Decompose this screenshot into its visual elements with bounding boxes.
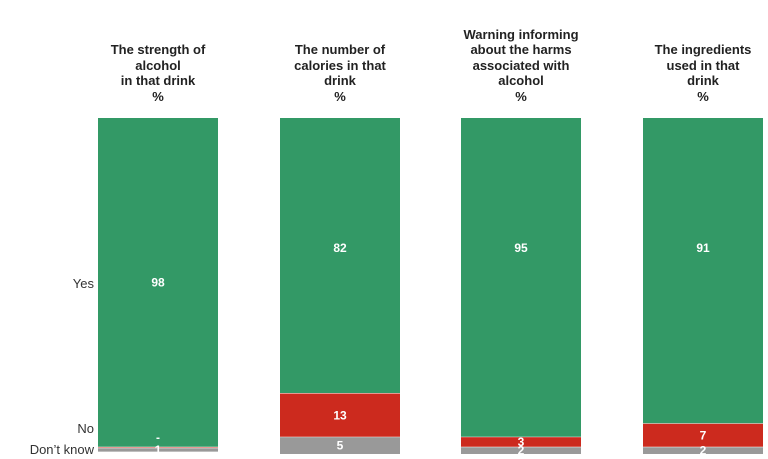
bar-segment-no-4 [643,423,763,448]
data-label-don-t-know-2: 5 [337,439,344,453]
bar-segment-yes-3 [461,118,581,438]
data-label-no-1: - [156,430,160,444]
column-header-line: used in that [666,57,740,73]
row-label-2: No [77,421,94,436]
column-header-line: % [697,88,709,104]
bar-segment-yes-2 [280,118,400,394]
bar-segment-yes-4 [643,118,763,424]
bar-segment-don-t-know-4 [643,447,763,454]
row-label-3: Don’t know [29,442,94,457]
column-header-line: % [515,88,527,104]
bar-segment-yes-1 [98,118,218,448]
bar-segment-no-1 [98,447,218,449]
data-label-no-4: 7 [700,429,707,443]
column-header-line: The strength of [110,42,206,57]
data-label-yes-4: 91 [696,241,710,255]
column-header-line: The ingredients [654,42,752,57]
column-header-line: in that drink [120,73,196,88]
column-header-line: drink [687,73,719,88]
data-label-yes-2: 82 [333,241,347,255]
bar-segment-no-3 [461,437,581,448]
data-label-no-3: 3 [518,435,525,449]
column-header-2: The number of calories in that drink% [265,8,415,104]
column-header-line: drink [324,73,356,88]
column-header-line: about the harms [470,42,572,57]
column-header-line: % [152,88,164,104]
bar-segment-don-t-know-2 [280,437,400,454]
bar-segment-don-t-know-3 [461,447,581,454]
column-header-4: The ingredients used in that drink% [628,8,768,104]
bar-segment-don-t-know-1 [98,448,218,452]
data-label-don-t-know-3: 2 [518,444,525,458]
column-header-line: alcohol [135,57,181,73]
bar-segment-no-2 [280,393,400,438]
column-header-3: Warning informing about the harms associat… [446,8,596,104]
column-header-1: The strength of alcohol in that drink% [83,8,233,104]
column-header-line: % [334,88,346,104]
row-label-1: Yes [72,276,94,291]
column-header-line: alcohol [498,73,544,88]
column-header-line: Warning informing [463,26,579,42]
data-label-don-t-know-4: 2 [700,444,707,458]
column-header-line: The number of [294,42,386,57]
column-header-line: calories in that [294,57,386,73]
data-label-yes-3: 95 [514,241,528,255]
data-label-no-2: 13 [333,408,347,422]
data-label-yes-1: 98 [151,276,165,290]
column-header-line: associated with [472,57,570,73]
data-label-don-t-know-1: 1 [155,443,162,457]
